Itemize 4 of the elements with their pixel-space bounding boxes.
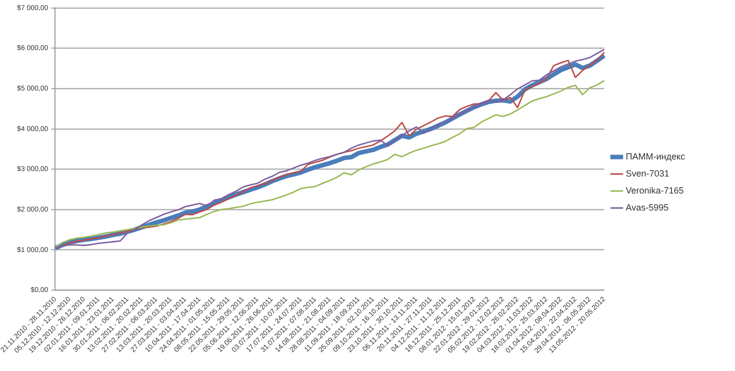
legend-label: Sven-7031 [626, 168, 670, 178]
legend-label: ПАММ-индекс [626, 151, 686, 162]
legend-label: Veronika-7165 [626, 185, 684, 196]
legend-label: Avas-5995 [626, 202, 669, 212]
